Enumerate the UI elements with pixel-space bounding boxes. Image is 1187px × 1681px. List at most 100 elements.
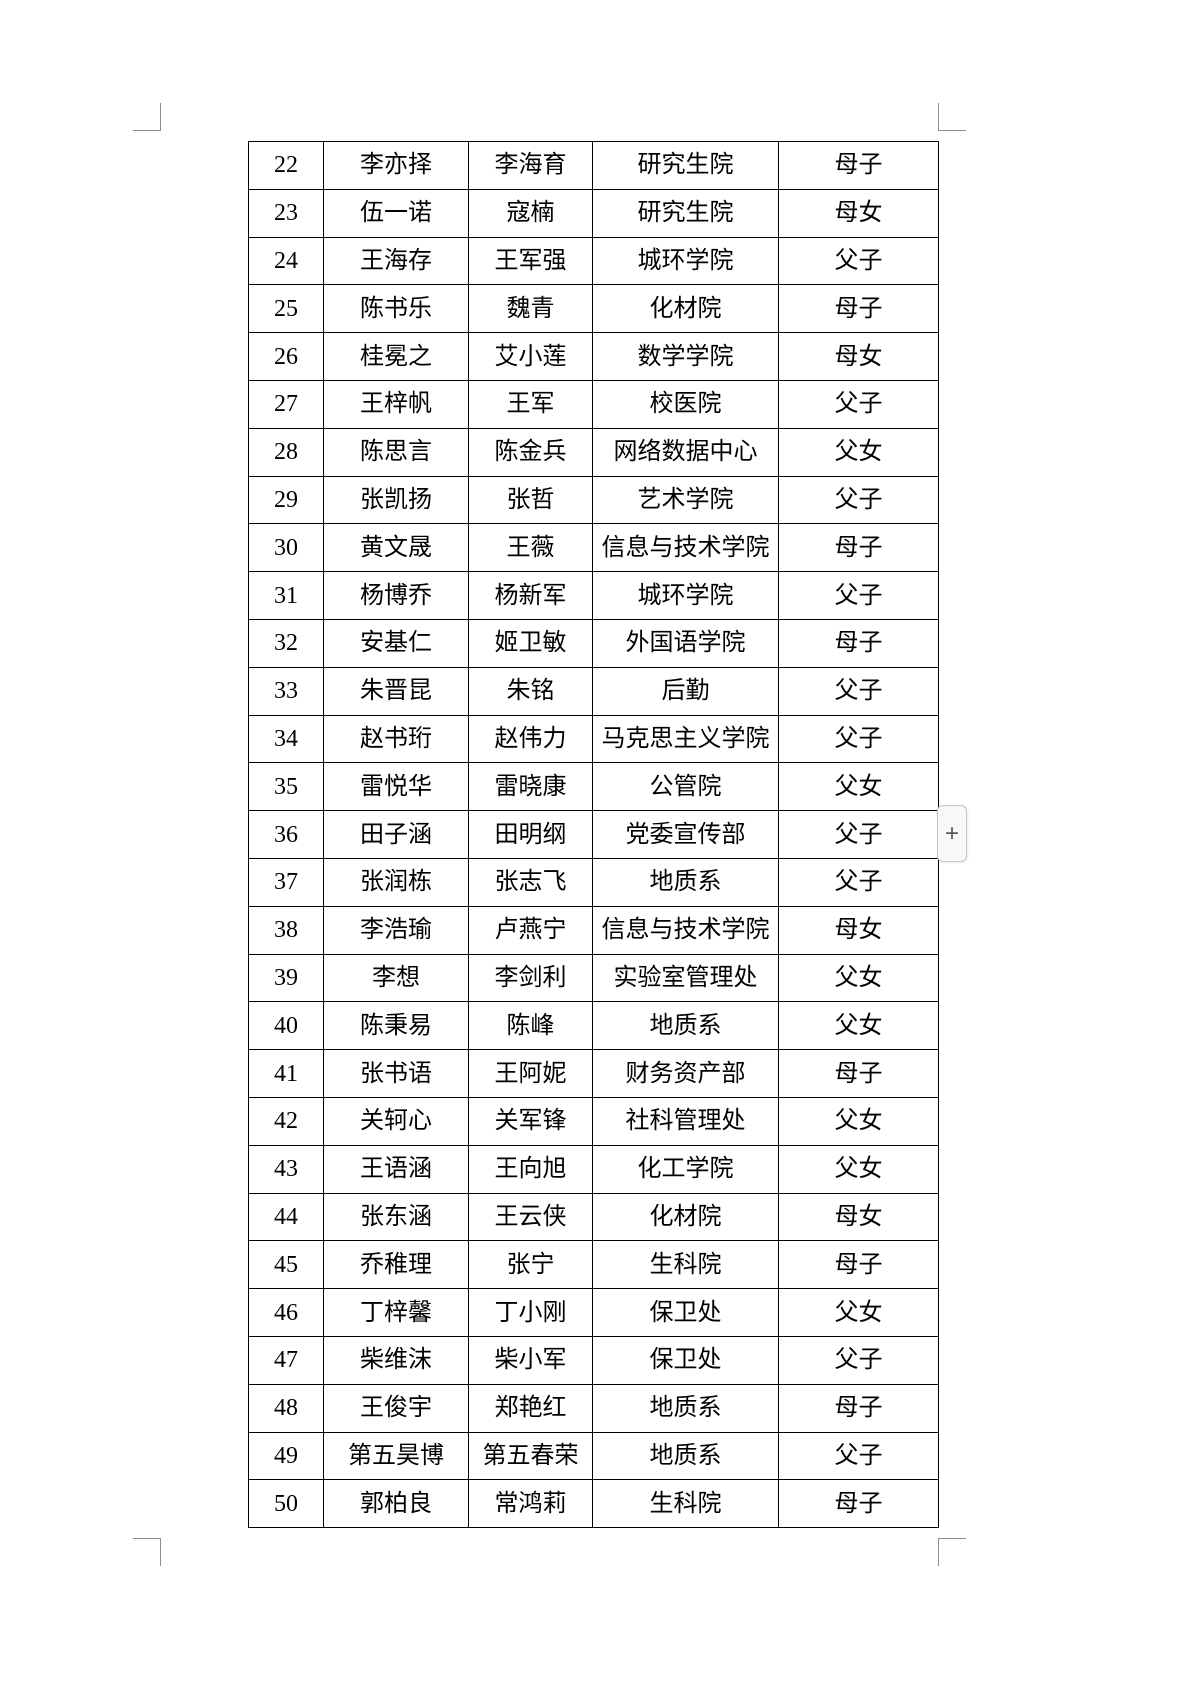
cell-no[interactable]: 27	[248, 379, 324, 429]
cell-parent[interactable]: 张志飞	[468, 857, 593, 907]
cell-parent[interactable]: 郑艳红	[468, 1383, 593, 1433]
cell-child[interactable]: 陈秉易	[323, 1001, 469, 1051]
cell-department[interactable]: 化材院	[592, 1192, 779, 1242]
cell-child[interactable]: 桂冕之	[323, 332, 469, 381]
cell-parent[interactable]: 王军强	[468, 236, 593, 286]
cell-department[interactable]: 地质系	[592, 1431, 779, 1481]
cell-parent[interactable]: 李剑利	[468, 953, 593, 1003]
cell-parent[interactable]: 张哲	[468, 475, 593, 525]
cell-no[interactable]: 39	[248, 953, 324, 1003]
cell-relation[interactable]: 母子	[778, 523, 939, 573]
cell-child[interactable]: 关轲心	[323, 1096, 469, 1146]
cell-child[interactable]: 李想	[323, 953, 469, 1003]
cell-relation[interactable]: 母子	[778, 618, 939, 668]
cell-parent[interactable]: 王薇	[468, 523, 593, 573]
cell-child[interactable]: 陈思言	[323, 427, 469, 477]
cell-no[interactable]: 47	[248, 1335, 324, 1385]
cell-department[interactable]: 地质系	[592, 857, 779, 907]
cell-child[interactable]: 李亦择	[323, 141, 469, 190]
cell-department[interactable]: 社科管理处	[592, 1096, 779, 1146]
cell-child[interactable]: 王海存	[323, 236, 469, 286]
cell-child[interactable]: 李浩瑜	[323, 905, 469, 955]
cell-department[interactable]: 校医院	[592, 379, 779, 429]
cell-no[interactable]: 24	[248, 236, 324, 286]
cell-department[interactable]: 化材院	[592, 284, 779, 334]
cell-department[interactable]: 保卫处	[592, 1335, 779, 1385]
cell-parent[interactable]: 艾小莲	[468, 332, 593, 381]
cell-child[interactable]: 安基仁	[323, 618, 469, 668]
cell-department[interactable]: 信息与技术学院	[592, 523, 779, 573]
cell-department[interactable]: 信息与技术学院	[592, 905, 779, 955]
cell-relation[interactable]: 父子	[778, 236, 939, 286]
cell-department[interactable]: 公管院	[592, 762, 779, 812]
cell-department[interactable]: 党委宣传部	[592, 810, 779, 859]
cell-department[interactable]: 实验室管理处	[592, 953, 779, 1003]
cell-no[interactable]: 36	[248, 810, 324, 859]
cell-department[interactable]: 网络数据中心	[592, 427, 779, 477]
cell-child[interactable]: 朱晋昆	[323, 666, 469, 716]
cell-child[interactable]: 丁梓馨	[323, 1288, 469, 1337]
cell-relation[interactable]: 父女	[778, 1144, 939, 1194]
cell-no[interactable]: 28	[248, 427, 324, 477]
cell-no[interactable]: 29	[248, 475, 324, 525]
cell-parent[interactable]: 王军	[468, 379, 593, 429]
cell-parent[interactable]: 陈峰	[468, 1001, 593, 1051]
cell-parent[interactable]: 柴小军	[468, 1335, 593, 1385]
cell-relation[interactable]: 母子	[778, 141, 939, 190]
add-button[interactable]: +	[937, 805, 967, 862]
cell-no[interactable]: 34	[248, 714, 324, 764]
cell-relation[interactable]: 父子	[778, 475, 939, 525]
cell-relation[interactable]: 母女	[778, 332, 939, 381]
cell-child[interactable]: 张凯扬	[323, 475, 469, 525]
cell-no[interactable]: 33	[248, 666, 324, 716]
cell-department[interactable]: 马克思主义学院	[592, 714, 779, 764]
cell-parent[interactable]: 王阿妮	[468, 1049, 593, 1098]
cell-relation[interactable]: 母女	[778, 1192, 939, 1242]
cell-no[interactable]: 46	[248, 1288, 324, 1337]
cell-relation[interactable]: 母子	[778, 284, 939, 334]
cell-relation[interactable]: 母子	[778, 1383, 939, 1433]
cell-department[interactable]: 数学学院	[592, 332, 779, 381]
cell-child[interactable]: 陈书乐	[323, 284, 469, 334]
cell-no[interactable]: 32	[248, 618, 324, 668]
cell-parent[interactable]: 寇楠	[468, 188, 593, 238]
cell-relation[interactable]: 父子	[778, 714, 939, 764]
cell-no[interactable]: 43	[248, 1144, 324, 1194]
cell-parent[interactable]: 杨新军	[468, 571, 593, 620]
cell-child[interactable]: 王俊宇	[323, 1383, 469, 1433]
cell-relation[interactable]: 母子	[778, 1049, 939, 1098]
cell-relation[interactable]: 父女	[778, 427, 939, 477]
cell-no[interactable]: 31	[248, 571, 324, 620]
cell-department[interactable]: 后勤	[592, 666, 779, 716]
cell-child[interactable]: 田子涵	[323, 810, 469, 859]
cell-parent[interactable]: 王向旭	[468, 1144, 593, 1194]
cell-department[interactable]: 生科院	[592, 1479, 779, 1529]
cell-child[interactable]: 伍一诺	[323, 188, 469, 238]
cell-relation[interactable]: 父子	[778, 1431, 939, 1481]
cell-child[interactable]: 杨博乔	[323, 571, 469, 620]
cell-no[interactable]: 25	[248, 284, 324, 334]
cell-parent[interactable]: 姬卫敏	[468, 618, 593, 668]
cell-no[interactable]: 45	[248, 1240, 324, 1290]
cell-parent[interactable]: 朱铭	[468, 666, 593, 716]
cell-parent[interactable]: 魏青	[468, 284, 593, 334]
cell-department[interactable]: 研究生院	[592, 141, 779, 190]
cell-relation[interactable]: 父女	[778, 1001, 939, 1051]
cell-no[interactable]: 44	[248, 1192, 324, 1242]
cell-child[interactable]: 郭柏良	[323, 1479, 469, 1529]
cell-no[interactable]: 40	[248, 1001, 324, 1051]
cell-department[interactable]: 外国语学院	[592, 618, 779, 668]
cell-child[interactable]: 乔稚理	[323, 1240, 469, 1290]
cell-relation[interactable]: 父女	[778, 1096, 939, 1146]
cell-relation[interactable]: 父子	[778, 810, 939, 859]
cell-relation[interactable]: 父女	[778, 762, 939, 812]
cell-child[interactable]: 赵书珩	[323, 714, 469, 764]
cell-child[interactable]: 柴维沫	[323, 1335, 469, 1385]
cell-child[interactable]: 第五昊博	[323, 1431, 469, 1481]
cell-no[interactable]: 30	[248, 523, 324, 573]
cell-relation[interactable]: 父子	[778, 571, 939, 620]
cell-parent[interactable]: 赵伟力	[468, 714, 593, 764]
cell-department[interactable]: 城环学院	[592, 571, 779, 620]
cell-parent[interactable]: 田明纲	[468, 810, 593, 859]
cell-no[interactable]: 50	[248, 1479, 324, 1529]
